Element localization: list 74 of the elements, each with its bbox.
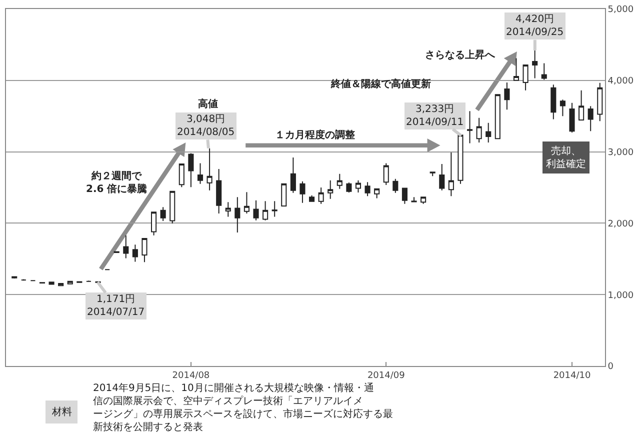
annotation: 3,233円 2014/09/11: [406, 104, 464, 128]
candlestick: [272, 200, 278, 218]
y-tick-label: 4,000: [608, 76, 634, 87]
candlestick: [170, 190, 176, 224]
candlestick: [262, 200, 268, 221]
candlestick: [578, 90, 584, 121]
y-tick-label: 0: [608, 362, 614, 372]
candlestick: [225, 202, 231, 218]
candlestick: [216, 168, 222, 214]
x-tick-label: 2014/09: [367, 370, 406, 381]
candlestick: [355, 180, 362, 193]
candlestick: [309, 194, 315, 202]
y-tick-label: 2,000: [608, 219, 634, 230]
candlestick: [374, 188, 380, 199]
text: 2014年9月5日に、10月に開催される大規模な映像・情報・通信の国際展示会で、空中ディスプレー技術「エアリアルイメージング」の専用展示スペースを設けて、市場ニーズに対応する最新技術を公開すると発表: [93, 382, 393, 433]
candlestick: [513, 58, 520, 81]
candlestick: [430, 172, 436, 177]
candlestick: [420, 196, 426, 204]
candlestick: [504, 82, 510, 110]
candlestick: [197, 162, 204, 184]
text: 材料: [51, 406, 72, 418]
candlestick: [20, 278, 26, 282]
annotation: 4,420円 2014/09/25: [506, 14, 564, 38]
candlestick: [67, 280, 73, 285]
candlestick: [290, 157, 296, 194]
candlestick: [151, 211, 157, 236]
candlestick: [550, 84, 556, 120]
candlestick: [448, 152, 454, 197]
candlestick: [188, 152, 194, 188]
candlestick: [560, 99, 566, 117]
candlestick: [244, 192, 250, 214]
annotation: 1,171円 2014/07/17: [87, 294, 145, 318]
x-tick-label: 2014/10: [553, 370, 591, 381]
candlestick: [569, 102, 575, 134]
y-tick-label: 5,000: [608, 5, 634, 16]
candlestick: [494, 94, 500, 140]
candlestick: [318, 187, 324, 204]
candlestick: [383, 162, 389, 186]
candlestick: [346, 182, 352, 193]
candlestick: [522, 64, 528, 91]
candlestick: [336, 173, 342, 190]
candlestick: [439, 163, 445, 191]
candlestick: [486, 122, 492, 144]
candlestick: [411, 196, 417, 203]
candlestick: [364, 182, 370, 197]
candlestick: [541, 62, 547, 80]
annotation: １カ月程度の調整: [275, 129, 356, 141]
candlestick: [597, 82, 603, 122]
y-tick-label: 3,000: [608, 148, 634, 158]
annotation: 売却、利益確定: [546, 145, 586, 170]
annotation: 高値: [198, 98, 218, 110]
candlestick: [142, 238, 148, 263]
candlestick: [300, 180, 306, 204]
candlestick: [476, 117, 482, 144]
candlestick: [402, 188, 408, 204]
x-tick-label: 2014/08: [172, 370, 210, 381]
candlestick: [160, 206, 166, 222]
candlestick: [48, 281, 54, 286]
candlestick: [328, 180, 334, 200]
candlestick: [253, 200, 259, 221]
candlestick: [588, 106, 594, 132]
candlestick: [458, 134, 464, 184]
candlestick: [132, 244, 138, 262]
annotation: 終値＆陽線で高値更新: [330, 78, 431, 90]
candlestick: [178, 163, 184, 188]
annotation: 約２週間で2.6 倍に暴騰: [86, 170, 148, 195]
candlestick: [281, 183, 287, 207]
candlestick: [123, 234, 129, 259]
annotation: 3,048円 2014/08/05: [177, 114, 235, 138]
y-tick-label: 1,000: [608, 290, 634, 301]
candlestick: [234, 196, 240, 233]
candlestick: [466, 110, 473, 144]
candlestick: [392, 178, 398, 194]
annotation: さらなる上昇へ: [425, 49, 496, 61]
